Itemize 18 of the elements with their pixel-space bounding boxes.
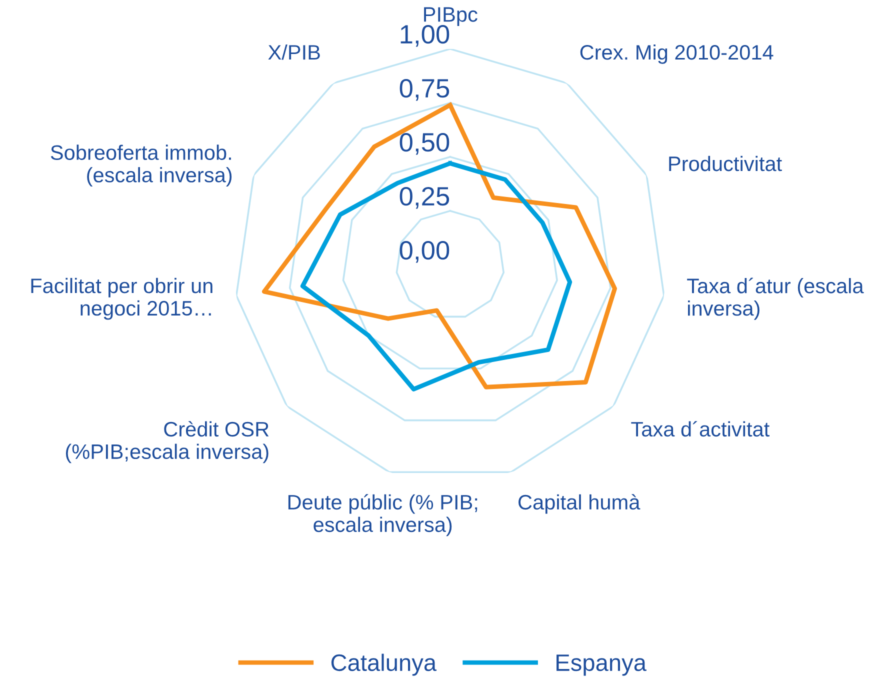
y-tick-label: 0,25 [400, 186, 450, 209]
y-tick-label: 0,50 [400, 132, 450, 155]
spoke-label: Capital humà [518, 494, 640, 514]
y-tick-label: 0,75 [400, 78, 450, 101]
spoke-label: Sobreoferta immob. (escala inversa) [50, 144, 232, 187]
spoke-label: Productivitat [669, 156, 782, 172]
y-tick-label: 0,00 [400, 240, 450, 263]
spoke-label: Deute públic (% PIB; escala inversa) [288, 494, 478, 536]
spoke-label: Taxa d´activitat [631, 421, 770, 437]
spoke-label: Crex. Mig 2010-2014 [580, 44, 774, 64]
spoke-label: X/PIB [268, 44, 320, 60]
spoke-label: Crèdit OSR (%PIB;escala inversa) [66, 421, 269, 464]
legend-label: Catalunya [331, 654, 437, 676]
legend-label: Espanya [556, 654, 646, 676]
spoke-label: Taxa d´atur (escala inversa) [687, 278, 864, 320]
spoke-label: Facilitat per obrir un negoci 2015… [31, 278, 212, 320]
spoke-label: PIBpc [424, 7, 478, 26]
y-tick-label: 1,00 [400, 24, 450, 47]
